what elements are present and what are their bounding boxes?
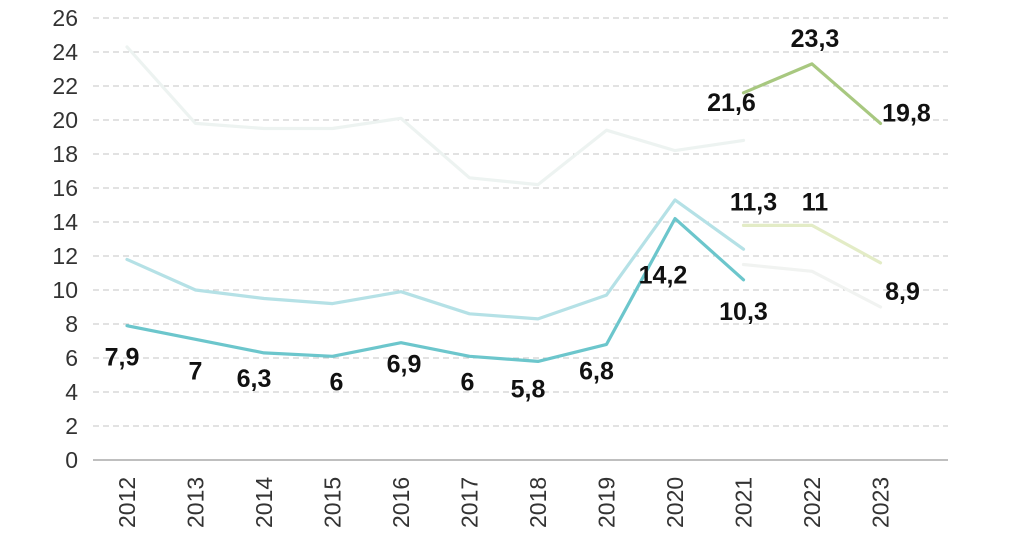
data-label: 21,6 xyxy=(707,89,756,117)
series-line xyxy=(741,62,883,126)
data-label: 23,3 xyxy=(791,25,840,53)
x-tick-label: 2014 xyxy=(251,477,277,528)
y-tick-label: 4 xyxy=(65,379,78,405)
series-line xyxy=(125,45,746,187)
x-tick-label: 2018 xyxy=(525,477,551,528)
series-line xyxy=(741,262,883,309)
x-tick-label: 2012 xyxy=(114,477,140,528)
y-tick-label: 22 xyxy=(52,73,78,99)
series-line xyxy=(125,217,746,363)
y-tick-label: 26 xyxy=(52,5,78,31)
y-tick-label: 8 xyxy=(65,311,78,337)
x-tick-label: 2022 xyxy=(799,477,825,528)
data-labels: 7,9 7 6,3 6 6,9 6 5,8 6,8 14,2 10,3 21,6 23,3 19,8 11… xyxy=(105,25,931,403)
series-line xyxy=(125,198,746,321)
grid-lines xyxy=(93,17,948,427)
x-tick-label: 2021 xyxy=(731,477,757,528)
x-tick-label: 2013 xyxy=(183,477,209,528)
x-axis-ticks: 2012 2013 2014 2015 2016 2017 2018 2019 2020 2021… xyxy=(114,477,894,528)
y-tick-label: 18 xyxy=(52,141,78,167)
y-tick-label: 12 xyxy=(52,243,78,269)
data-label: 19,8 xyxy=(882,99,931,127)
y-tick-label: 6 xyxy=(65,345,78,371)
data-label: 7 xyxy=(189,357,203,385)
data-label: 6 xyxy=(461,368,475,396)
x-tick-label: 2016 xyxy=(388,477,414,528)
data-label: 14,2 xyxy=(639,262,688,290)
data-label: 6 xyxy=(330,368,344,396)
data-label: 8,9 xyxy=(885,278,920,306)
x-tick-label: 2023 xyxy=(868,477,894,528)
data-label: 6,8 xyxy=(579,357,614,385)
data-label: 5,8 xyxy=(511,375,546,403)
x-tick-label: 2015 xyxy=(320,477,346,528)
series-line xyxy=(741,223,883,265)
y-tick-label: 20 xyxy=(52,107,78,133)
y-tick-label: 14 xyxy=(52,209,78,235)
data-label: 11 xyxy=(802,188,829,216)
data-label: 6,3 xyxy=(237,365,272,393)
series-lines xyxy=(125,45,883,363)
data-label: 11,3 xyxy=(730,188,777,216)
data-label: 7,9 xyxy=(105,344,140,372)
x-tick-label: 2017 xyxy=(457,477,483,528)
data-label: 6,9 xyxy=(387,351,422,379)
y-tick-label: 10 xyxy=(52,277,78,303)
y-tick-label: 0 xyxy=(65,447,78,473)
y-tick-label: 2 xyxy=(65,413,78,439)
x-tick-label: 2019 xyxy=(594,477,620,528)
x-tick-label: 2020 xyxy=(662,477,688,528)
y-tick-label: 24 xyxy=(52,39,78,65)
data-label: 10,3 xyxy=(719,298,768,326)
y-tick-label: 16 xyxy=(52,175,78,201)
